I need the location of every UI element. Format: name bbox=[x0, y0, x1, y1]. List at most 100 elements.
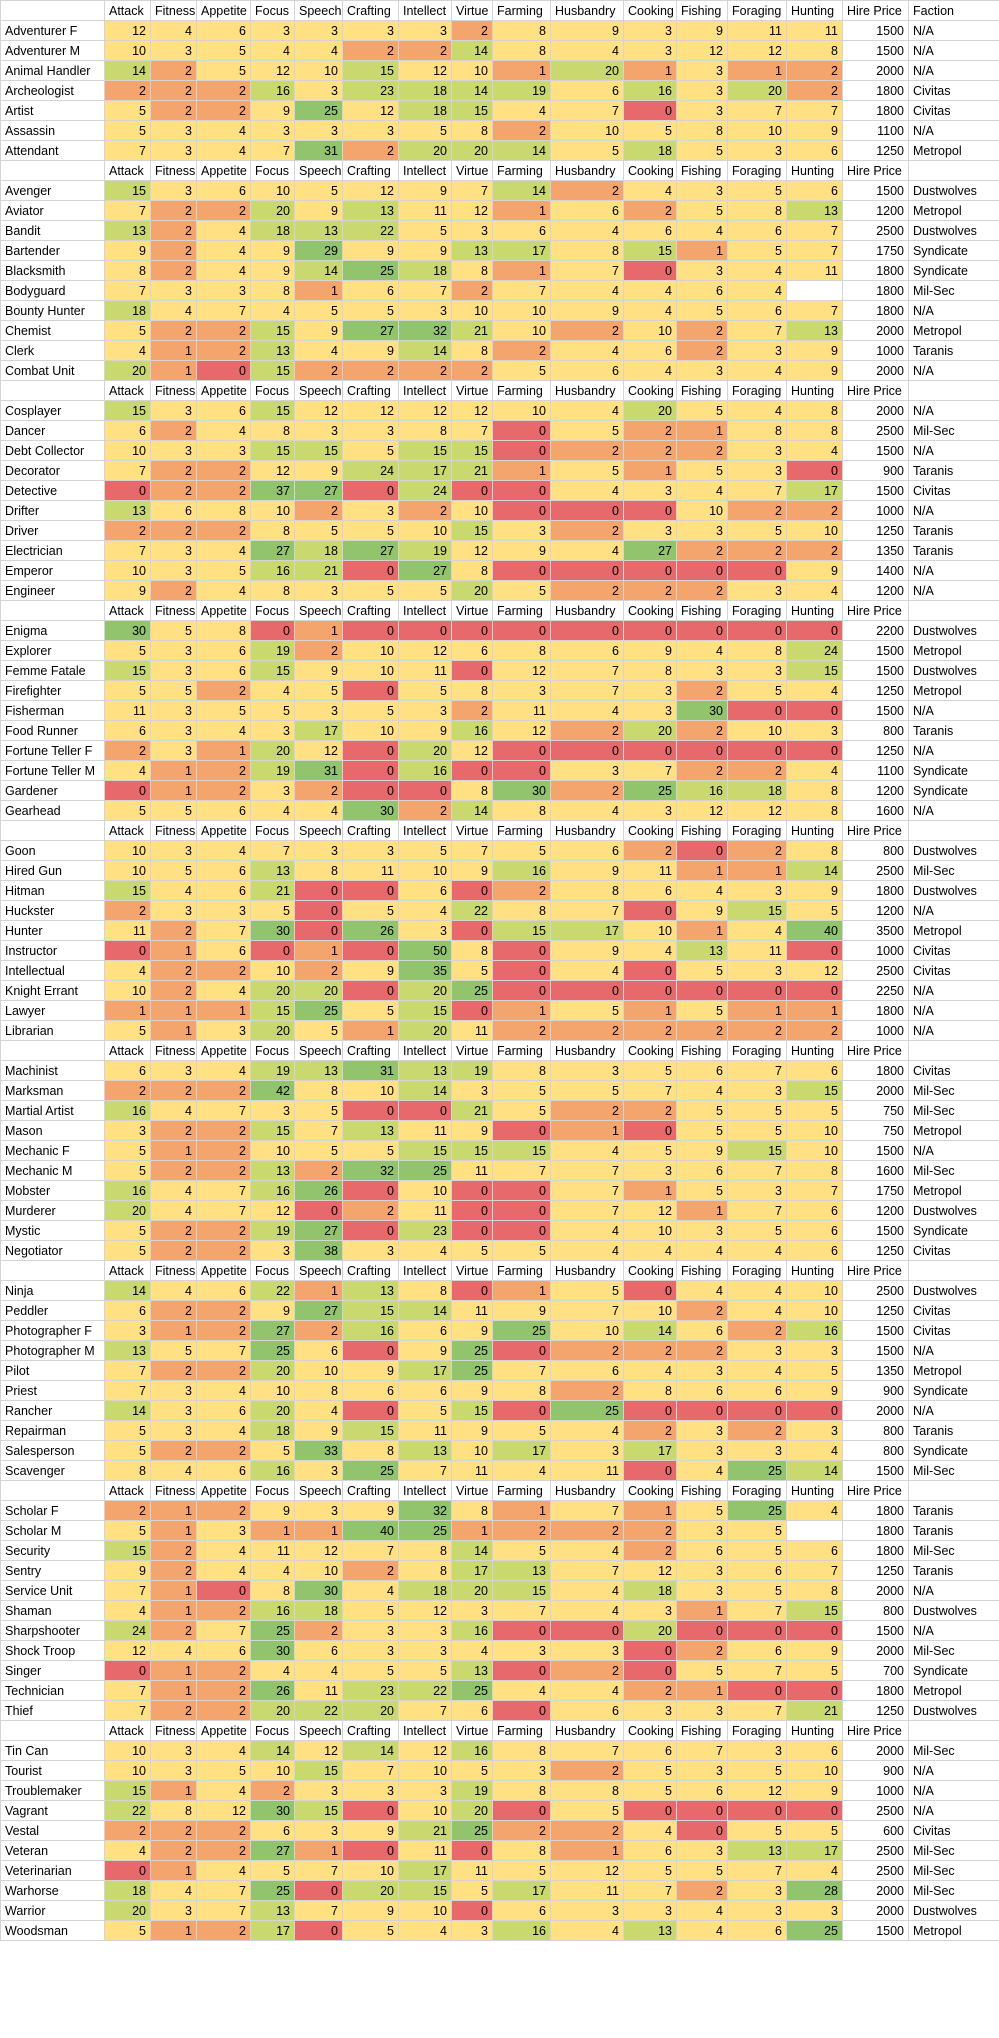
stat-cell: 2 bbox=[150, 960, 197, 981]
stat-cell: 5 bbox=[786, 1360, 843, 1381]
column-header: Speech bbox=[294, 0, 343, 21]
stat-cell: 4 bbox=[104, 340, 151, 361]
stat-cell: 2 bbox=[492, 120, 551, 141]
stat-cell: 5 bbox=[294, 520, 343, 541]
stat-cell: 3 bbox=[623, 40, 677, 61]
stat-cell: 5 bbox=[250, 700, 295, 721]
stat-cell: 5 bbox=[676, 1500, 728, 1521]
column-header: Virtue bbox=[451, 1040, 493, 1061]
stat-cell: 8 bbox=[250, 580, 295, 601]
stat-cell: 4 bbox=[623, 940, 677, 961]
stat-cell: 3 bbox=[676, 1840, 728, 1861]
stat-cell: 9 bbox=[342, 1360, 399, 1381]
stat-cell: 2 bbox=[492, 340, 551, 361]
stat-cell: 5 bbox=[623, 1760, 677, 1781]
stat-cell: 6 bbox=[786, 180, 843, 201]
stat-cell: 3 bbox=[727, 1080, 787, 1101]
table-row: Murderer 20 4 7 12 0 2 11 0 0 7 12 1 7 6 1200 Dustwolves bbox=[0, 1200, 999, 1221]
stat-cell: 14 bbox=[250, 1740, 295, 1761]
column-header: Crafting bbox=[342, 1480, 399, 1501]
stat-cell: 10 bbox=[451, 300, 493, 321]
stat-cell: 1 bbox=[150, 1780, 197, 1801]
stat-cell: 9 bbox=[250, 1300, 295, 1321]
stat-cell: 11 bbox=[104, 920, 151, 941]
header-blank-cell bbox=[0, 1260, 105, 1281]
stat-cell: 4 bbox=[550, 1920, 624, 1941]
stat-cell: 0 bbox=[727, 1620, 787, 1641]
stat-cell: 4 bbox=[150, 1200, 197, 1221]
stat-cell: 2 bbox=[150, 580, 197, 601]
character-name: Murderer bbox=[0, 1200, 105, 1221]
stat-cell: 5 bbox=[676, 200, 728, 221]
stat-cell: 12 bbox=[550, 1860, 624, 1881]
stat-cell: 50 bbox=[398, 940, 452, 961]
stat-cell: 2 bbox=[623, 1340, 677, 1361]
column-header: Appetite bbox=[196, 820, 251, 841]
stat-cell: 5 bbox=[294, 300, 343, 321]
stat-cell: 16 bbox=[492, 860, 551, 881]
stat-cell: 12 bbox=[342, 180, 399, 201]
stat-cell: 2 bbox=[623, 1420, 677, 1441]
stat-cell: 7 bbox=[196, 920, 251, 941]
stat-cell: 10 bbox=[250, 1380, 295, 1401]
table-row: Hired Gun 10 5 6 13 8 11 10 9 16 9 11 1 1 14 2500 Mil-Se… bbox=[0, 860, 999, 881]
stat-cell: 0 bbox=[550, 980, 624, 1001]
character-name: Blacksmith bbox=[0, 260, 105, 281]
table-row: Femme Fatale 15 3 6 15 9 10 11 0 12 7 8 3 3 15 1500 Dust… bbox=[0, 660, 999, 681]
stat-cell: 4 bbox=[398, 900, 452, 921]
stat-cell: 3 bbox=[623, 1160, 677, 1181]
column-header: Attack bbox=[104, 1260, 151, 1281]
stat-cell: 15 bbox=[786, 660, 843, 681]
table-row: Decorator 7 2 2 12 9 24 17 21 1 5 1 5 3 0 900 Taranis bbox=[0, 460, 999, 481]
stat-cell: 2 bbox=[623, 1100, 677, 1121]
stat-cell: 15 bbox=[104, 880, 151, 901]
stat-cell: 3 bbox=[150, 1740, 197, 1761]
stat-cell: 13 bbox=[451, 1660, 493, 1681]
stat-cell: 0 bbox=[294, 920, 343, 941]
stat-cell: 27 bbox=[294, 1300, 343, 1321]
table-row: Troublemaker 15 1 4 2 3 3 3 19 8 8 5 6 12 9 1000 N/A bbox=[0, 1780, 999, 1801]
stat-cell: 10 bbox=[342, 1860, 399, 1881]
stat-cell: 12 bbox=[342, 400, 399, 421]
stat-cell: 10 bbox=[104, 560, 151, 581]
stat-cell: 1 bbox=[294, 1280, 343, 1301]
stat-cell: 4 bbox=[196, 1380, 251, 1401]
stat-cell: 0 bbox=[398, 620, 452, 641]
stat-cell: 3 bbox=[727, 460, 787, 481]
stat-cell: 10 bbox=[250, 1760, 295, 1781]
stat-cell: 7 bbox=[550, 260, 624, 281]
stat-cell: 2 bbox=[727, 1320, 787, 1341]
stat-cell: 4 bbox=[727, 1280, 787, 1301]
stat-cell: 11 bbox=[398, 1420, 452, 1441]
stat-cell: 7 bbox=[104, 1700, 151, 1721]
column-header bbox=[908, 160, 999, 181]
stat-cell: 26 bbox=[250, 1680, 295, 1701]
stat-cell: 6 bbox=[196, 1640, 251, 1661]
stat-cell: 7 bbox=[623, 1080, 677, 1101]
faction: Mil-Sec bbox=[908, 1160, 999, 1181]
stat-cell: 20 bbox=[451, 140, 493, 161]
stat-cell: 7 bbox=[786, 1180, 843, 1201]
stat-cell: 5 bbox=[342, 300, 399, 321]
faction: Metropol bbox=[908, 200, 999, 221]
hire-price: 2000 bbox=[842, 1580, 909, 1601]
faction: N/A bbox=[908, 360, 999, 381]
stat-cell: 2 bbox=[492, 880, 551, 901]
stat-cell: 11 bbox=[550, 1880, 624, 1901]
faction: Mil-Sec bbox=[908, 1540, 999, 1561]
stat-cell: 22 bbox=[398, 1680, 452, 1701]
stat-cell: 0 bbox=[786, 940, 843, 961]
stat-cell: 0 bbox=[676, 980, 728, 1001]
stat-cell: 7 bbox=[104, 1360, 151, 1381]
stat-cell: 8 bbox=[550, 240, 624, 261]
stat-cell: 5 bbox=[342, 440, 399, 461]
stat-cell: 8 bbox=[492, 40, 551, 61]
stat-cell: 0 bbox=[623, 1400, 677, 1421]
stat-cell: 10 bbox=[786, 520, 843, 541]
column-header: Intellect bbox=[398, 0, 452, 21]
stat-cell: 8 bbox=[786, 40, 843, 61]
stat-cell: 10 bbox=[623, 320, 677, 341]
stat-cell: 5 bbox=[727, 1120, 787, 1141]
stat-cell: 3 bbox=[150, 180, 197, 201]
stat-cell: 0 bbox=[451, 1000, 493, 1021]
